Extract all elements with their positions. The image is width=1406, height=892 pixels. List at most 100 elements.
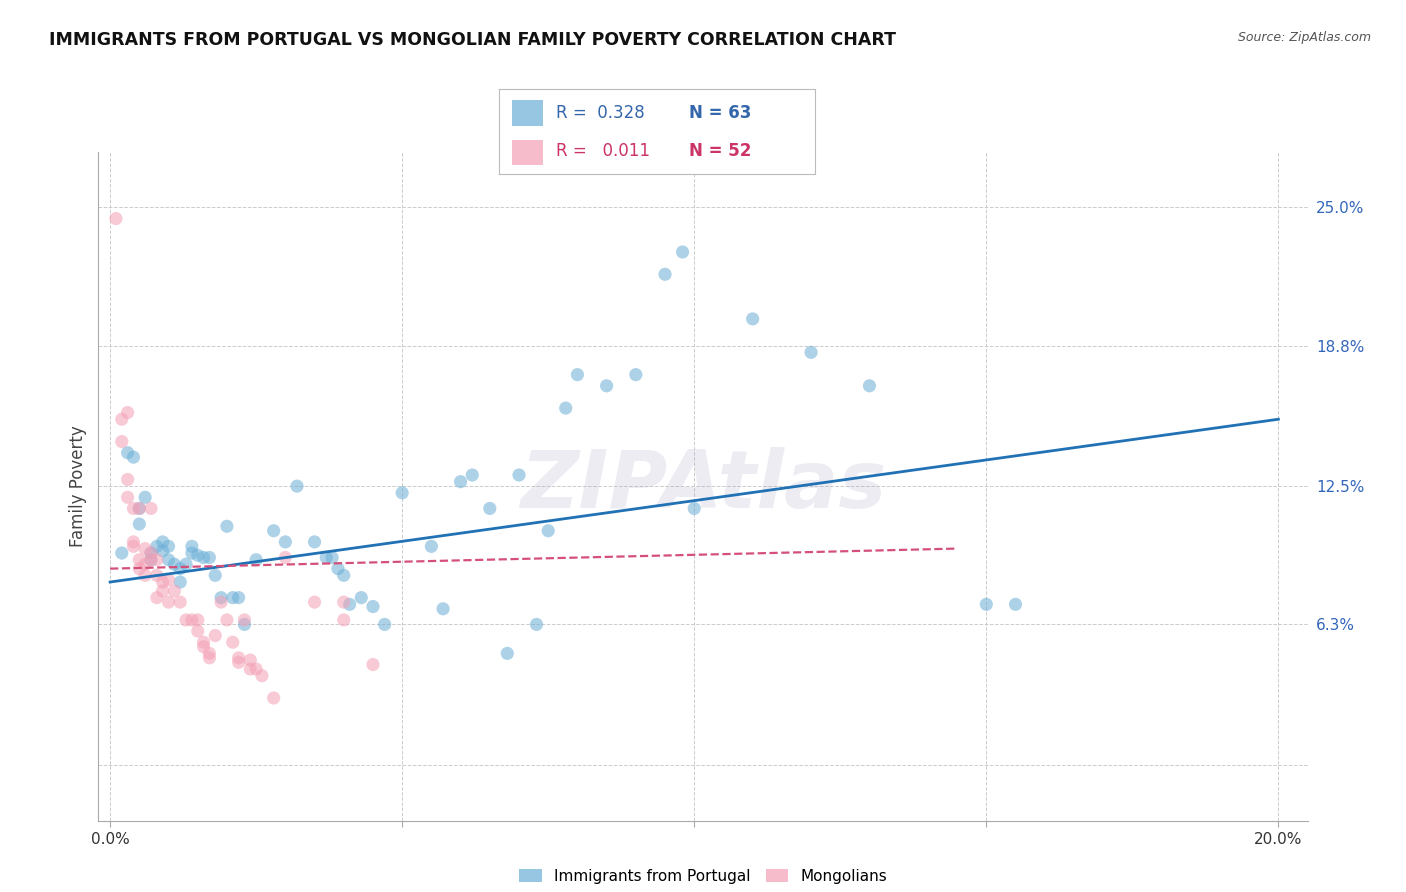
Point xyxy=(215,519,238,533)
Point xyxy=(671,244,693,259)
Point xyxy=(461,467,484,482)
Point xyxy=(157,539,180,553)
Point xyxy=(215,613,238,627)
Point xyxy=(1004,598,1026,612)
Point xyxy=(304,595,326,609)
Text: N = 52: N = 52 xyxy=(689,142,751,160)
Point xyxy=(111,546,134,560)
Point xyxy=(654,268,676,282)
Point xyxy=(339,598,361,612)
Point xyxy=(526,617,548,632)
Bar xyxy=(512,140,543,165)
Point xyxy=(146,552,169,567)
Text: R =   0.011: R = 0.011 xyxy=(557,142,650,160)
Bar xyxy=(512,100,543,126)
Point xyxy=(245,662,267,676)
Point xyxy=(152,583,174,598)
Point xyxy=(263,690,285,705)
Point xyxy=(350,591,373,605)
Point xyxy=(274,534,297,549)
Point xyxy=(326,562,349,576)
Point xyxy=(332,568,354,582)
Point xyxy=(128,501,150,516)
Point xyxy=(198,651,221,665)
Point xyxy=(332,613,354,627)
Point xyxy=(239,653,262,667)
Point xyxy=(321,550,343,565)
Point xyxy=(139,552,162,567)
Point xyxy=(304,534,326,549)
Point xyxy=(496,646,519,660)
Point xyxy=(209,595,232,609)
Point xyxy=(146,591,169,605)
Point xyxy=(169,595,191,609)
Point xyxy=(193,635,215,649)
Point xyxy=(233,613,256,627)
Point xyxy=(163,557,186,572)
Point xyxy=(332,595,354,609)
Point xyxy=(315,550,337,565)
Point xyxy=(478,501,501,516)
Point xyxy=(274,550,297,565)
Point xyxy=(450,475,472,489)
Point xyxy=(134,541,156,556)
Point xyxy=(361,657,384,672)
Point xyxy=(111,412,134,426)
Point xyxy=(180,613,202,627)
Point xyxy=(624,368,647,382)
Point xyxy=(139,501,162,516)
Point xyxy=(169,574,191,589)
Point xyxy=(104,211,127,226)
Point xyxy=(239,662,262,676)
Point xyxy=(222,591,245,605)
Point xyxy=(174,557,197,572)
Point xyxy=(163,583,186,598)
Point xyxy=(683,501,706,516)
Point xyxy=(858,378,880,392)
Point xyxy=(974,598,997,612)
Point xyxy=(193,550,215,565)
Text: R =  0.328: R = 0.328 xyxy=(557,104,645,122)
Point xyxy=(139,546,162,560)
Point xyxy=(152,534,174,549)
Point xyxy=(391,485,413,500)
Point xyxy=(157,573,180,587)
Point xyxy=(169,562,191,576)
Point xyxy=(128,517,150,532)
Point xyxy=(180,539,202,553)
Point xyxy=(508,467,530,482)
Point xyxy=(228,655,250,669)
Point xyxy=(122,539,145,553)
Point xyxy=(222,635,245,649)
Point xyxy=(193,640,215,654)
Point xyxy=(134,491,156,505)
Point xyxy=(117,445,139,460)
Point xyxy=(800,345,823,359)
Point xyxy=(263,524,285,538)
Point xyxy=(374,617,396,632)
Point xyxy=(187,613,209,627)
Point xyxy=(122,450,145,464)
Point xyxy=(146,539,169,553)
Y-axis label: Family Poverty: Family Poverty xyxy=(69,425,87,547)
Point xyxy=(157,595,180,609)
Point xyxy=(741,312,763,326)
Point xyxy=(198,646,221,660)
Point xyxy=(157,552,180,567)
Point xyxy=(432,601,454,615)
Point xyxy=(117,473,139,487)
Point xyxy=(198,550,221,565)
Point xyxy=(152,543,174,558)
Point xyxy=(537,524,560,538)
Point xyxy=(204,628,226,642)
Point xyxy=(228,591,250,605)
Point xyxy=(209,591,232,605)
Point xyxy=(134,568,156,582)
Point xyxy=(250,669,273,683)
Point xyxy=(139,552,162,567)
Point xyxy=(187,624,209,639)
Text: Source: ZipAtlas.com: Source: ZipAtlas.com xyxy=(1237,31,1371,45)
Point xyxy=(245,552,267,567)
Point xyxy=(111,434,134,449)
Text: N = 63: N = 63 xyxy=(689,104,751,122)
